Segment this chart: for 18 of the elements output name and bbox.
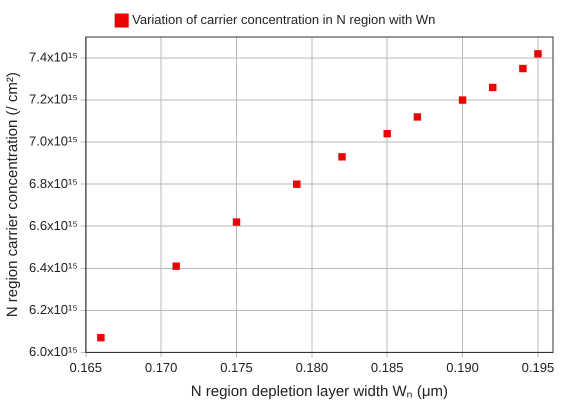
y-tick-label: 7.0x10¹⁵	[29, 134, 78, 149]
y-axis-title: N region carrier concentration (/ cm²)	[4, 72, 22, 318]
y-tick-label: 7.4x10¹⁵	[29, 50, 78, 65]
y-tick-label: 6.6x10¹⁵	[29, 218, 78, 233]
x-tick-label: 0.190	[446, 360, 479, 375]
x-tick-label: 0.170	[144, 360, 178, 375]
y-tick-label: 6.2x10¹⁵	[29, 302, 78, 317]
x-tick-label: 0.180	[296, 360, 328, 375]
y-tick-label: 6.8x10¹⁵	[29, 176, 78, 191]
y-tick-label: 7.2x10¹⁵	[29, 92, 78, 107]
x-axis-title: N region depletion layer width Wₙ (μm)	[190, 383, 448, 400]
x-tick-label: 0.175	[220, 360, 253, 375]
x-tick-label: 0.185	[370, 360, 404, 375]
y-tick-label: 6.0x10¹⁵	[29, 344, 78, 359]
legend-label: Variation of carrier concentration in N region with Wn	[132, 12, 436, 28]
x-tick-label: 0.165	[69, 360, 102, 375]
x-tick-label: 0.195	[522, 360, 554, 375]
y-tick-label: 6.4x10¹⁵	[29, 260, 78, 275]
